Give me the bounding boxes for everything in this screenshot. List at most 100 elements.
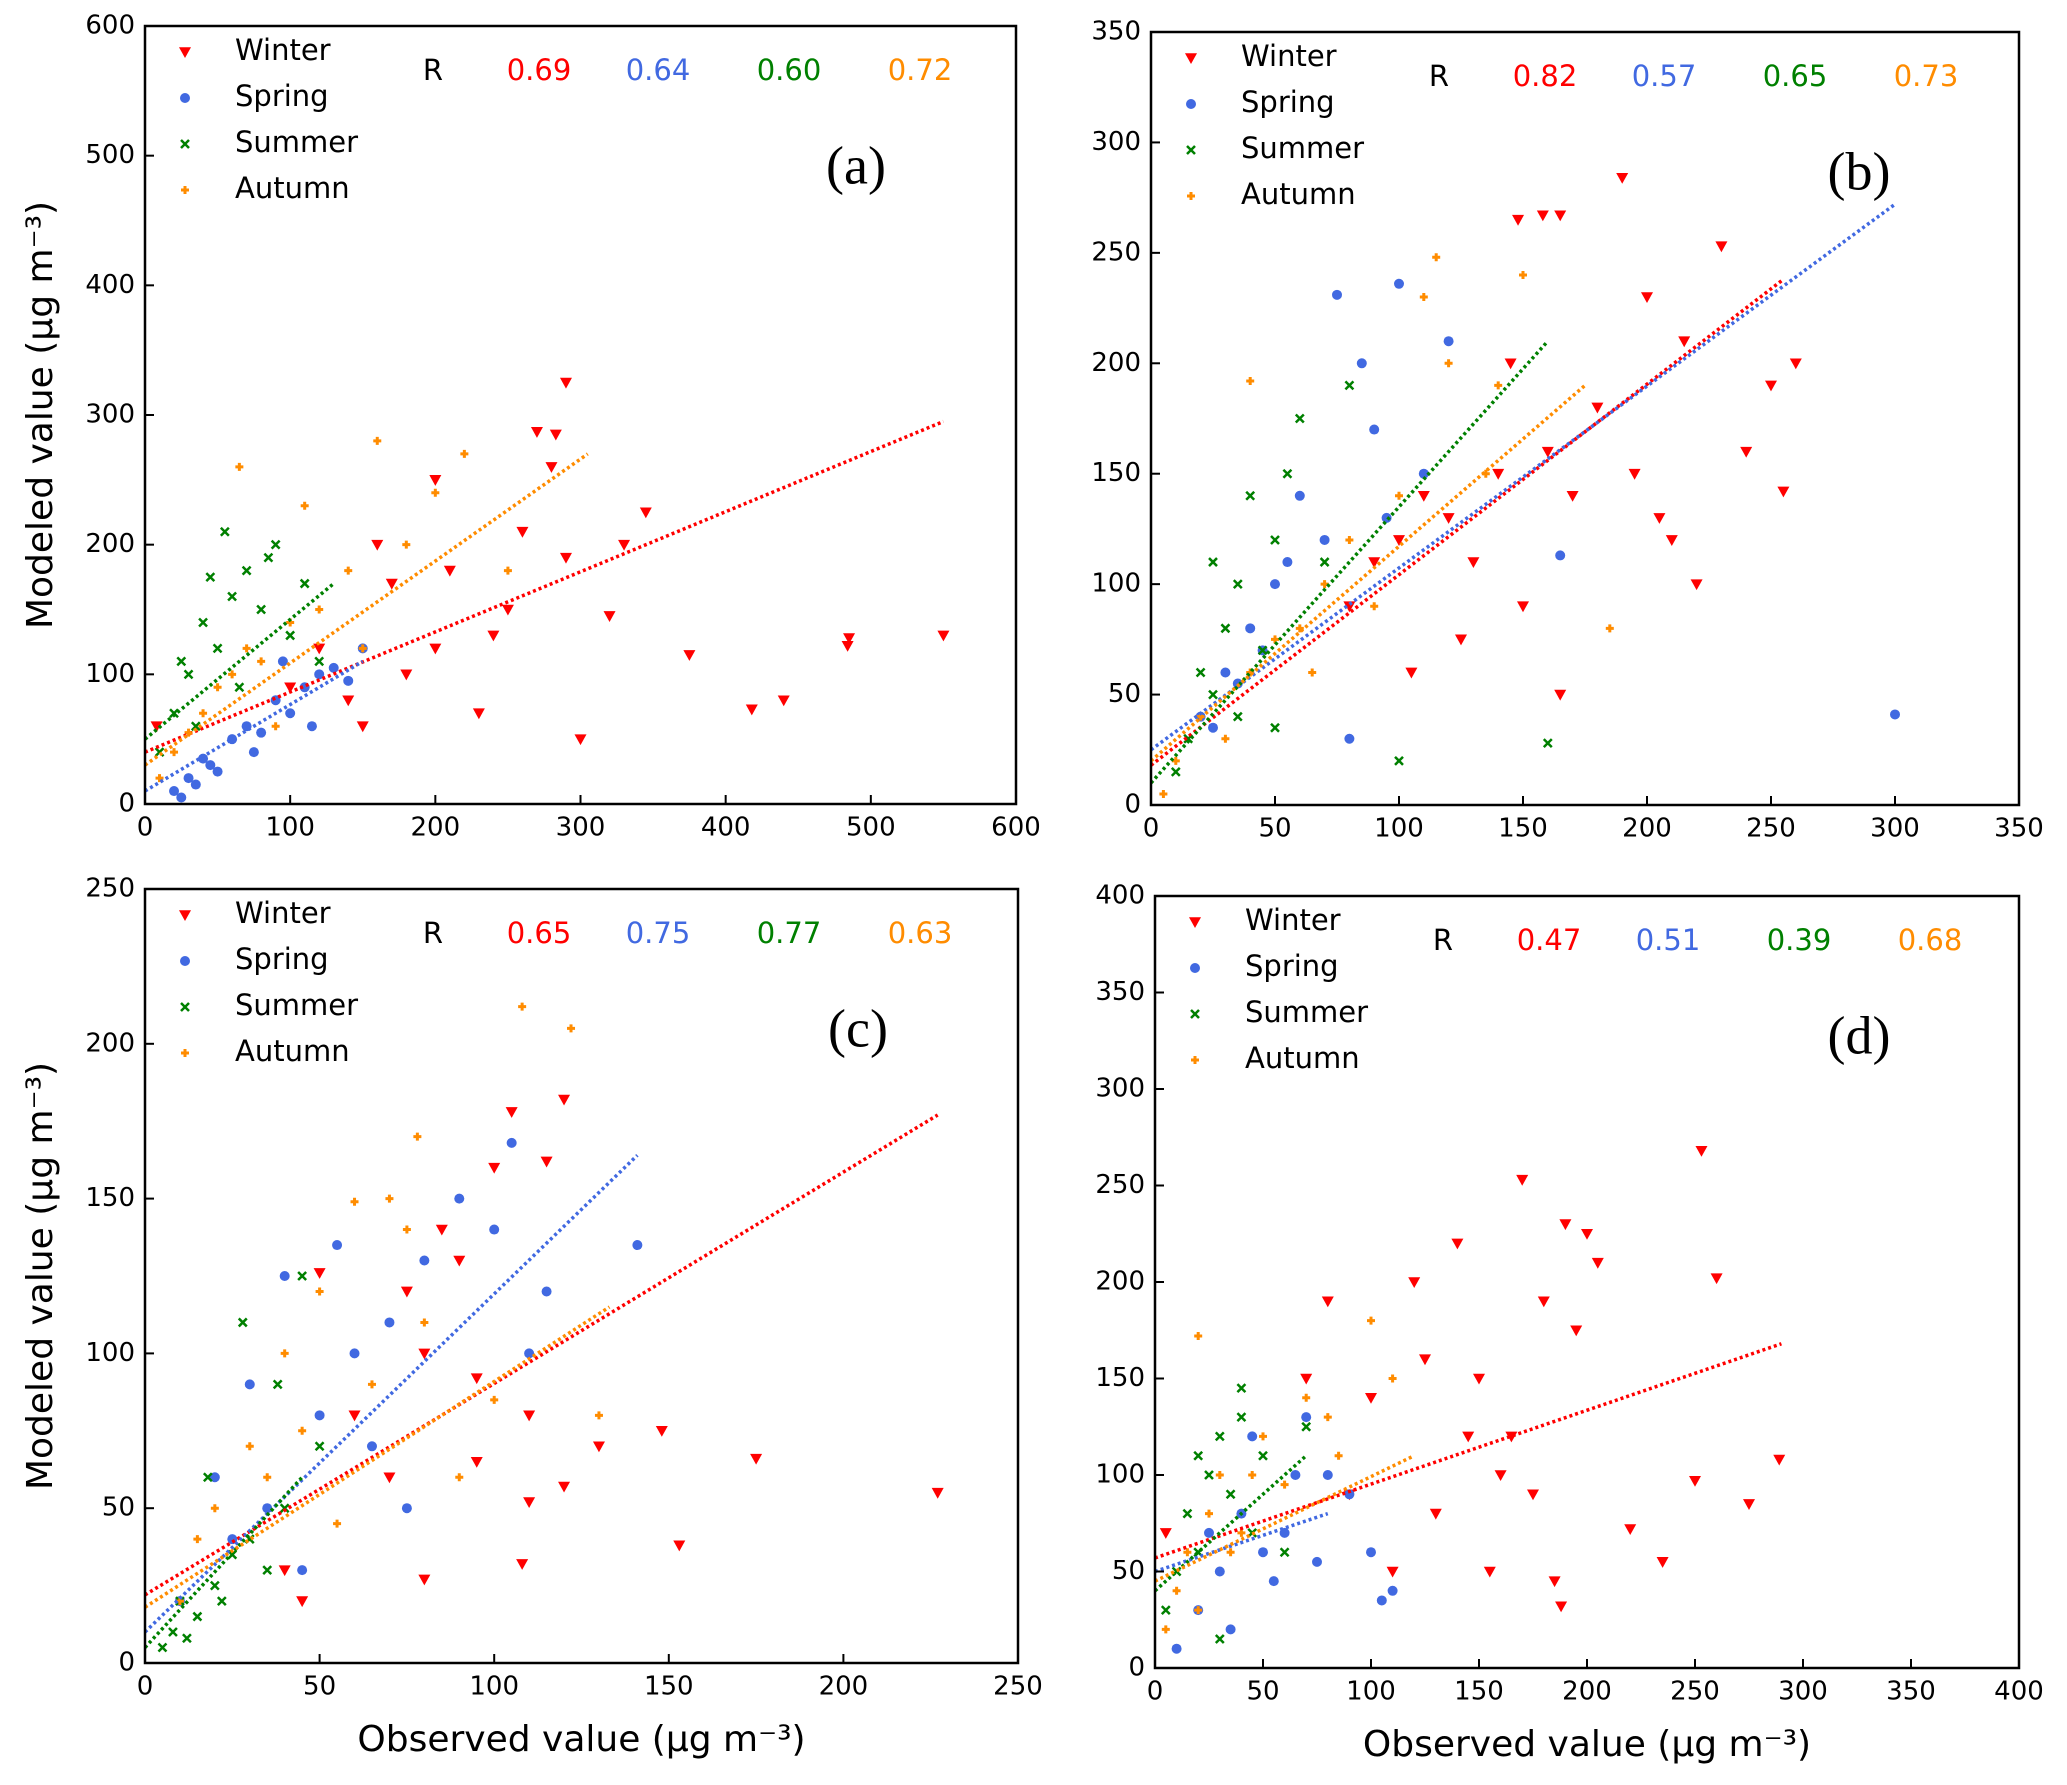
point [1245, 490, 1256, 501]
legend-marker [1185, 53, 1197, 64]
fit-line [1155, 1511, 1329, 1574]
x-tick-label: 200 [411, 813, 461, 843]
y-tick-label: 150 [1095, 1363, 1145, 1393]
point [1695, 1145, 1708, 1157]
x-tick-label: 300 [1778, 1677, 1828, 1707]
point [418, 1574, 431, 1586]
point [248, 747, 259, 758]
panel-label: (c) [828, 998, 888, 1058]
point [1690, 579, 1703, 591]
point [272, 1379, 283, 1390]
point [1204, 1470, 1214, 1480]
point [1570, 1325, 1583, 1337]
point [1394, 278, 1404, 289]
point [489, 1224, 500, 1235]
point [1258, 1547, 1268, 1558]
point [349, 1348, 360, 1359]
y-tick-label: 100 [85, 659, 135, 689]
point [212, 643, 223, 654]
point [523, 1410, 536, 1422]
point [401, 1503, 412, 1514]
point [429, 643, 442, 655]
point [1444, 359, 1453, 368]
point [592, 1441, 605, 1453]
point [183, 773, 194, 784]
point [402, 1225, 411, 1234]
fit-line [145, 659, 364, 793]
point [655, 1426, 668, 1437]
point [1258, 1450, 1268, 1461]
x-tick-label: 200 [1562, 1677, 1612, 1707]
r-value: 0.64 [626, 53, 691, 87]
y-tick-label: 200 [1095, 1267, 1145, 1297]
x-tick-label: 500 [846, 813, 896, 843]
point [328, 662, 339, 673]
point [263, 552, 274, 563]
point [348, 1410, 361, 1422]
point [1519, 270, 1527, 279]
point [1159, 1528, 1172, 1539]
point [1419, 293, 1428, 302]
y-axis-label: Modeled value (μg m⁻³) [20, 201, 61, 629]
point [1504, 358, 1517, 370]
fit-line [145, 1476, 304, 1649]
point [344, 566, 353, 575]
point [242, 644, 251, 653]
r-value: 0.39 [1767, 923, 1832, 957]
point [314, 669, 325, 680]
point [558, 1094, 571, 1106]
point [1302, 1393, 1311, 1402]
point [541, 1286, 552, 1297]
point [298, 1426, 307, 1435]
legend-label: Spring [235, 942, 329, 976]
point [263, 1473, 272, 1482]
point [1308, 668, 1317, 677]
y-tick-label: 500 [85, 140, 135, 170]
point [750, 1453, 763, 1465]
point [285, 708, 296, 719]
point [366, 1441, 377, 1452]
point [198, 753, 209, 764]
legend-marker [1191, 1056, 1199, 1064]
point [1259, 1432, 1267, 1441]
point [1183, 1548, 1192, 1557]
point [745, 704, 758, 716]
point [1408, 1277, 1421, 1288]
point [244, 1379, 255, 1390]
point [1247, 1431, 1258, 1442]
point [297, 1565, 308, 1576]
point [506, 1137, 517, 1148]
point [278, 1565, 291, 1577]
point [418, 1348, 431, 1360]
point [262, 1565, 273, 1576]
r-value: 0.75 [626, 916, 691, 950]
point [216, 1596, 227, 1606]
point [1890, 709, 1900, 720]
legend-label: Winter [235, 33, 331, 67]
point [453, 1255, 466, 1267]
point [299, 578, 310, 589]
point [1743, 1499, 1755, 1510]
point [332, 1240, 343, 1251]
point [313, 643, 326, 655]
y-tick-label: 100 [1091, 569, 1141, 599]
point [169, 786, 180, 797]
point [1678, 336, 1691, 348]
y-tick-label: 600 [85, 11, 135, 41]
point [1641, 292, 1653, 304]
r-value: 0.51 [1636, 923, 1701, 957]
point [1773, 1454, 1786, 1466]
legend-label: Autumn [1245, 1041, 1360, 1075]
point [1789, 358, 1802, 370]
point [192, 1611, 203, 1622]
r-value: 0.72 [888, 53, 953, 87]
legend-label: Summer [1245, 995, 1368, 1029]
y-tick-label: 100 [1095, 1460, 1145, 1490]
point [501, 604, 514, 616]
point [558, 1481, 571, 1493]
point [313, 1268, 326, 1279]
point [1467, 557, 1480, 569]
y-tick-label: 0 [118, 1648, 135, 1678]
point [280, 1349, 289, 1358]
y-tick-label: 350 [1095, 977, 1145, 1007]
